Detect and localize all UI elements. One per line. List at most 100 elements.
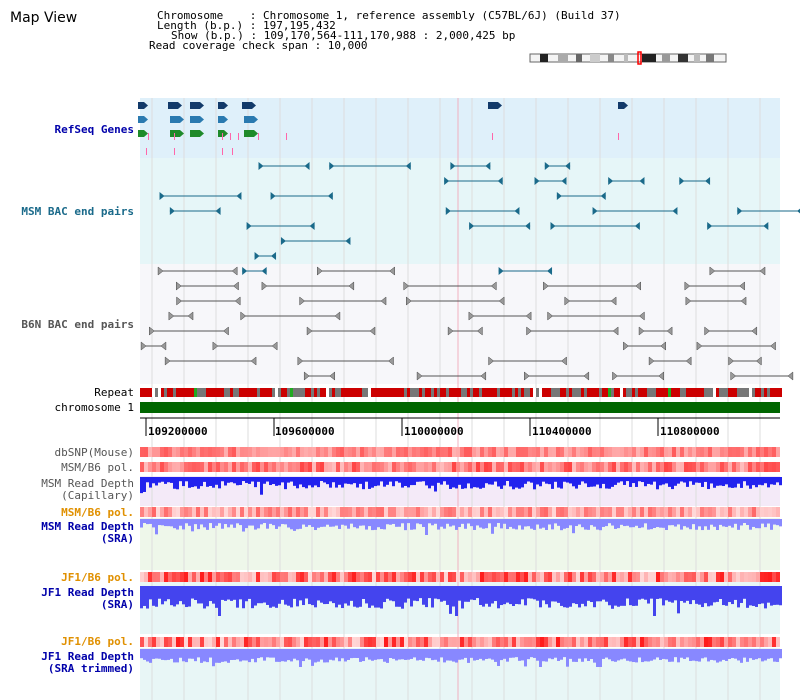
depth-bar (734, 519, 737, 524)
depth-bar (434, 649, 437, 660)
heat-cell (156, 507, 160, 517)
heat-cell (752, 637, 756, 647)
heat-cell (524, 637, 528, 647)
heat-cell (152, 447, 156, 457)
depth-bar (395, 649, 398, 661)
heat-cell (776, 507, 780, 517)
repeat-segment (728, 388, 731, 397)
heat-cell (708, 637, 712, 647)
bac-end (514, 207, 520, 215)
depth-bar (362, 586, 365, 599)
heat-cell (288, 462, 292, 472)
depth-bar (266, 586, 269, 605)
depth-bar (470, 519, 473, 527)
heat-cell (704, 447, 708, 457)
gene-marker (174, 133, 175, 140)
bac-end (306, 326, 313, 336)
depth-bar (443, 586, 446, 601)
repeat-segment (179, 388, 182, 397)
heat-cell (752, 572, 756, 582)
depth-bar (575, 649, 578, 662)
depth-bar (506, 649, 509, 662)
depth-bar (473, 586, 476, 601)
repeat-segment (584, 388, 587, 397)
repeat-segment (659, 388, 662, 397)
repeat-segment (461, 388, 464, 397)
heat-cell (608, 462, 612, 472)
heat-cell (384, 462, 388, 472)
depth-bar (473, 477, 476, 488)
heat-cell (180, 507, 184, 517)
depth-bar (431, 649, 434, 661)
depth-bar (266, 519, 269, 529)
depth-bar (326, 519, 329, 525)
heat-cell (224, 462, 228, 472)
depth-bar (764, 519, 767, 528)
depth-bar (296, 519, 299, 530)
depth-bar (518, 586, 521, 605)
bac-end (635, 281, 641, 291)
depth-bar (461, 649, 464, 660)
depth-bar (470, 477, 473, 489)
track-label-msm-b6-pol-2: MSM/B6 pol. (61, 506, 134, 519)
depth-bar (539, 477, 542, 487)
depth-bar (662, 477, 665, 485)
heat-cell (480, 447, 484, 457)
heat-cell (680, 462, 684, 472)
heat-cell (348, 462, 352, 472)
heat-cell (640, 447, 644, 457)
depth-bar (308, 519, 311, 526)
depth-bar (398, 519, 401, 527)
repeat-segment (206, 388, 209, 397)
heat-cell (476, 462, 480, 472)
depth-bar (629, 649, 632, 662)
heat-cell (560, 507, 564, 517)
bac-end (707, 222, 713, 230)
depth-bar (269, 586, 272, 608)
heat-cell (604, 637, 608, 647)
depth-bar (482, 519, 485, 529)
repeat-segment (746, 388, 749, 397)
depth-bar (650, 519, 653, 530)
heat-cell (504, 507, 508, 517)
chromosome-ideogram[interactable] (528, 51, 728, 65)
heat-cell (684, 507, 688, 517)
depth-bar (188, 649, 191, 659)
heat-cell (748, 637, 752, 647)
depth-bar (728, 519, 731, 526)
depth-bar (587, 477, 590, 488)
repeat-segment (422, 388, 425, 397)
depth-bar (176, 477, 179, 490)
depth-bar (170, 649, 173, 659)
heat-cell (164, 447, 168, 457)
depth-bar (389, 519, 392, 525)
repeat-segment (257, 388, 260, 397)
heat-cell (328, 637, 332, 647)
depth-bar (407, 477, 410, 488)
depth-bar (647, 586, 650, 604)
heat-cell (168, 637, 172, 647)
repeat-segment (146, 388, 149, 397)
heat-cell (776, 462, 780, 472)
heat-cell (624, 507, 628, 517)
depth-bar (176, 649, 179, 663)
depth-bar (590, 586, 593, 603)
heat-cell (328, 572, 332, 582)
depth-bar (149, 519, 152, 524)
depth-bar (242, 586, 245, 609)
heat-cell (268, 447, 272, 457)
depth-bar (563, 477, 566, 482)
depth-bar (755, 477, 758, 488)
info-length: Length (b.p.) : 197,195,432 (157, 19, 336, 32)
depth-bar (158, 649, 161, 659)
depth-bar (686, 477, 689, 487)
heat-cell (332, 462, 336, 472)
heat-cell (564, 507, 568, 517)
depth-bar (503, 477, 506, 486)
depth-bar (701, 519, 704, 531)
bac-end (380, 296, 387, 306)
heat-cell (680, 572, 684, 582)
depth-bar (341, 586, 344, 609)
heat-cell (276, 447, 280, 457)
